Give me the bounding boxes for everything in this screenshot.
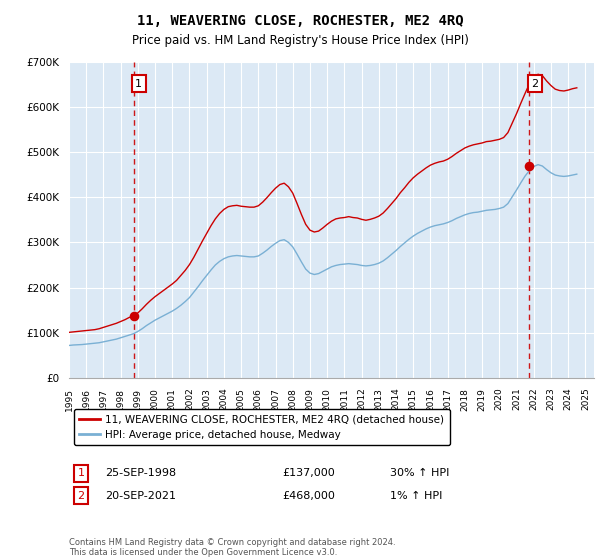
Text: £468,000: £468,000	[282, 491, 335, 501]
Text: Price paid vs. HM Land Registry's House Price Index (HPI): Price paid vs. HM Land Registry's House …	[131, 34, 469, 46]
Legend: 11, WEAVERING CLOSE, ROCHESTER, ME2 4RQ (detached house), HPI: Average price, de: 11, WEAVERING CLOSE, ROCHESTER, ME2 4RQ …	[74, 409, 449, 445]
Text: 2: 2	[77, 491, 85, 501]
Text: 1: 1	[77, 468, 85, 478]
Point	[524, 162, 534, 171]
Text: 2: 2	[531, 79, 538, 88]
Text: 11, WEAVERING CLOSE, ROCHESTER, ME2 4RQ: 11, WEAVERING CLOSE, ROCHESTER, ME2 4RQ	[137, 14, 463, 28]
Text: Contains HM Land Registry data © Crown copyright and database right 2024.
This d: Contains HM Land Registry data © Crown c…	[69, 538, 395, 557]
Text: 1: 1	[135, 79, 142, 88]
Text: 20-SEP-2021: 20-SEP-2021	[105, 491, 176, 501]
Text: £137,000: £137,000	[282, 468, 335, 478]
Text: 30% ↑ HPI: 30% ↑ HPI	[390, 468, 449, 478]
Text: 25-SEP-1998: 25-SEP-1998	[105, 468, 176, 478]
Point	[129, 311, 139, 320]
Text: 1% ↑ HPI: 1% ↑ HPI	[390, 491, 442, 501]
